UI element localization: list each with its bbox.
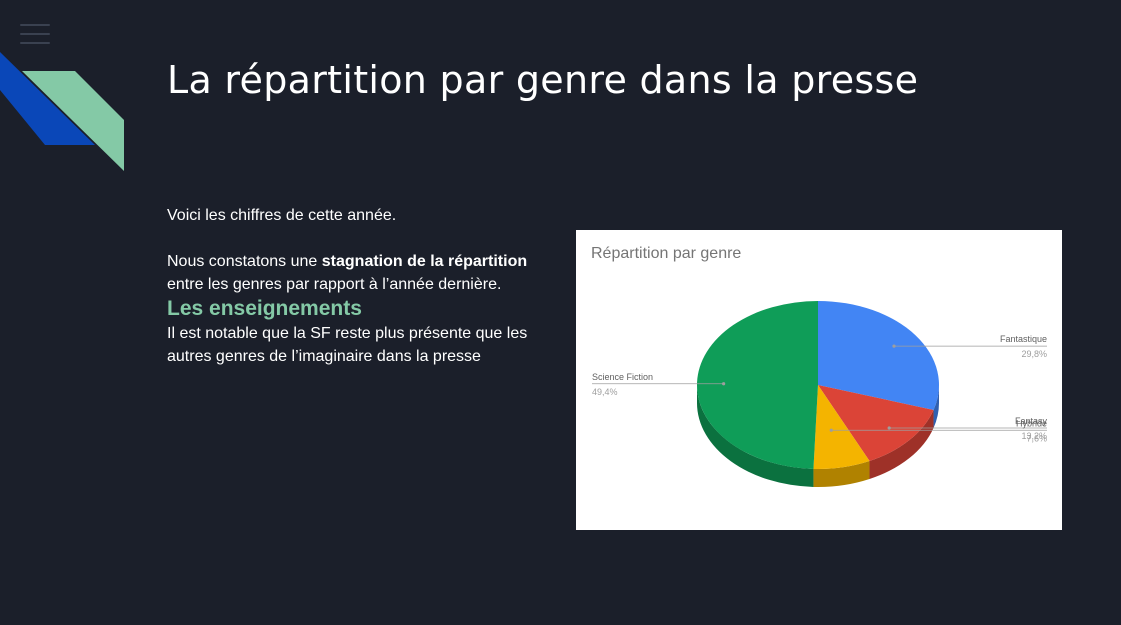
pie-side-0 xyxy=(933,385,939,428)
observation-prefix: Nous constatons une xyxy=(167,253,322,270)
pie-slice-0[interactable] xyxy=(818,301,939,410)
observation-text: Nous constatons une stagnation de la rép… xyxy=(167,250,557,296)
slice-value-1: 13,2% xyxy=(1021,431,1047,441)
slice-label-0: Fantastique xyxy=(1000,334,1047,344)
pie-slice-1[interactable] xyxy=(818,385,934,462)
intro-text: Voici les chiffres de cette année. xyxy=(167,207,397,224)
slice-value-0: 29,8% xyxy=(1021,349,1047,359)
decorative-stripes xyxy=(0,52,124,171)
slide-title: La répartition par genre dans la presse xyxy=(167,58,919,102)
menu-icon[interactable] xyxy=(20,24,50,46)
lessons-heading: Les enseignements xyxy=(167,297,362,320)
pie-slice-2[interactable] xyxy=(813,385,870,469)
pie-chart-card: Répartition par genre Fantastique 29,8% Fa… xyxy=(576,230,1062,530)
pie-chart: Fantastique 29,8% Fantasy 13,2% Hybride 7,6% S… xyxy=(592,301,1048,487)
slice-label-1: Fantasy xyxy=(1015,416,1048,426)
lessons-text: Il est notable que la SF reste plus prés… xyxy=(167,325,528,365)
slice-value-2: 7,6% xyxy=(1026,433,1047,443)
observation-suffix: entre les genres par rapport à l’année d… xyxy=(167,276,502,293)
pie-side-1 xyxy=(869,409,934,480)
pie-side-2 xyxy=(813,461,870,487)
pie-slice-3[interactable] xyxy=(696,301,818,469)
slice-label-2: Hybride xyxy=(1016,418,1047,428)
slice-label-3: Science Fiction xyxy=(592,372,653,382)
slide-body: Voici les chiffres de cette année. Nous … xyxy=(167,204,557,368)
pie-side-3 xyxy=(697,385,814,487)
leader-dot-2 xyxy=(829,428,833,432)
stripe-blue xyxy=(0,52,95,145)
slice-value-3: 49,4% xyxy=(592,387,618,397)
stripe-green xyxy=(22,71,124,171)
chart-title: Répartition par genre xyxy=(591,245,742,262)
observation-bold: stagnation de la répartition xyxy=(321,253,528,270)
